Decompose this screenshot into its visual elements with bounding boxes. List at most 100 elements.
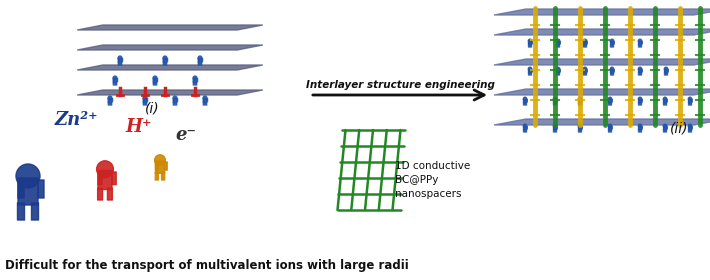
FancyBboxPatch shape — [198, 62, 200, 65]
FancyBboxPatch shape — [143, 98, 146, 102]
FancyBboxPatch shape — [641, 126, 643, 129]
FancyBboxPatch shape — [640, 130, 641, 132]
FancyBboxPatch shape — [554, 126, 557, 130]
FancyBboxPatch shape — [109, 98, 111, 102]
FancyBboxPatch shape — [555, 102, 557, 105]
Text: e⁻: e⁻ — [175, 126, 196, 144]
FancyBboxPatch shape — [641, 41, 643, 44]
FancyBboxPatch shape — [98, 188, 102, 200]
FancyBboxPatch shape — [177, 99, 178, 101]
Circle shape — [523, 124, 527, 127]
FancyBboxPatch shape — [153, 79, 154, 81]
FancyBboxPatch shape — [530, 45, 532, 47]
FancyBboxPatch shape — [664, 99, 667, 103]
FancyBboxPatch shape — [608, 99, 609, 102]
Circle shape — [16, 164, 40, 188]
FancyBboxPatch shape — [523, 126, 525, 129]
FancyBboxPatch shape — [155, 172, 158, 180]
Circle shape — [638, 97, 642, 101]
FancyBboxPatch shape — [586, 41, 587, 44]
FancyBboxPatch shape — [195, 82, 197, 85]
Circle shape — [143, 96, 147, 100]
FancyBboxPatch shape — [525, 102, 527, 105]
Polygon shape — [77, 45, 263, 50]
FancyBboxPatch shape — [638, 69, 641, 73]
Circle shape — [163, 56, 167, 60]
Circle shape — [153, 76, 157, 80]
FancyBboxPatch shape — [165, 62, 167, 65]
FancyBboxPatch shape — [121, 59, 123, 62]
FancyBboxPatch shape — [608, 126, 611, 130]
FancyBboxPatch shape — [638, 73, 640, 75]
FancyBboxPatch shape — [586, 69, 587, 72]
FancyBboxPatch shape — [163, 62, 165, 65]
Polygon shape — [494, 119, 710, 125]
FancyBboxPatch shape — [38, 180, 44, 198]
Circle shape — [665, 67, 667, 71]
Circle shape — [113, 76, 117, 80]
FancyBboxPatch shape — [638, 130, 640, 132]
Circle shape — [638, 39, 642, 43]
FancyBboxPatch shape — [153, 78, 157, 83]
FancyBboxPatch shape — [554, 126, 555, 129]
FancyBboxPatch shape — [579, 99, 581, 103]
FancyBboxPatch shape — [111, 99, 113, 101]
Text: H⁺: H⁺ — [125, 118, 151, 136]
FancyBboxPatch shape — [664, 126, 667, 130]
FancyBboxPatch shape — [691, 102, 692, 105]
Text: Zn²⁺: Zn²⁺ — [55, 111, 99, 129]
Circle shape — [155, 155, 165, 165]
FancyArrowPatch shape — [313, 90, 484, 100]
FancyBboxPatch shape — [116, 79, 118, 81]
Circle shape — [579, 124, 581, 127]
FancyBboxPatch shape — [203, 99, 204, 101]
FancyBboxPatch shape — [31, 203, 38, 220]
FancyBboxPatch shape — [638, 41, 641, 45]
FancyBboxPatch shape — [198, 59, 200, 62]
Circle shape — [638, 67, 642, 71]
Text: 1D conductive
BC@PPy
nanospacers: 1D conductive BC@PPy nanospacers — [395, 161, 470, 199]
FancyBboxPatch shape — [691, 130, 692, 132]
Circle shape — [173, 96, 177, 100]
FancyBboxPatch shape — [640, 45, 641, 47]
FancyBboxPatch shape — [173, 99, 175, 101]
Polygon shape — [494, 29, 710, 35]
FancyBboxPatch shape — [689, 99, 692, 103]
Text: Interlayer structure engineering: Interlayer structure engineering — [305, 80, 494, 90]
FancyBboxPatch shape — [664, 99, 665, 102]
FancyBboxPatch shape — [98, 172, 102, 185]
Polygon shape — [77, 65, 263, 70]
FancyBboxPatch shape — [157, 79, 158, 81]
FancyBboxPatch shape — [613, 69, 614, 72]
FancyBboxPatch shape — [523, 99, 526, 103]
FancyBboxPatch shape — [640, 102, 641, 105]
FancyBboxPatch shape — [638, 126, 641, 130]
FancyBboxPatch shape — [119, 58, 121, 63]
FancyBboxPatch shape — [664, 126, 665, 129]
FancyBboxPatch shape — [523, 130, 525, 132]
FancyBboxPatch shape — [665, 69, 667, 73]
Circle shape — [553, 124, 557, 127]
FancyBboxPatch shape — [554, 99, 555, 102]
FancyBboxPatch shape — [557, 69, 559, 73]
FancyBboxPatch shape — [155, 162, 158, 170]
Circle shape — [663, 97, 667, 101]
FancyBboxPatch shape — [638, 45, 640, 47]
FancyBboxPatch shape — [203, 98, 207, 102]
FancyBboxPatch shape — [163, 59, 165, 62]
FancyBboxPatch shape — [523, 99, 525, 102]
FancyBboxPatch shape — [175, 102, 177, 105]
FancyBboxPatch shape — [557, 41, 559, 45]
FancyBboxPatch shape — [584, 41, 586, 45]
FancyBboxPatch shape — [18, 178, 38, 205]
FancyBboxPatch shape — [608, 99, 611, 103]
Polygon shape — [494, 9, 710, 15]
FancyBboxPatch shape — [581, 99, 582, 102]
FancyBboxPatch shape — [640, 73, 641, 75]
FancyBboxPatch shape — [611, 69, 613, 73]
FancyBboxPatch shape — [611, 126, 612, 129]
FancyBboxPatch shape — [167, 59, 168, 62]
FancyBboxPatch shape — [526, 99, 528, 102]
FancyBboxPatch shape — [531, 69, 532, 72]
FancyBboxPatch shape — [559, 69, 560, 72]
